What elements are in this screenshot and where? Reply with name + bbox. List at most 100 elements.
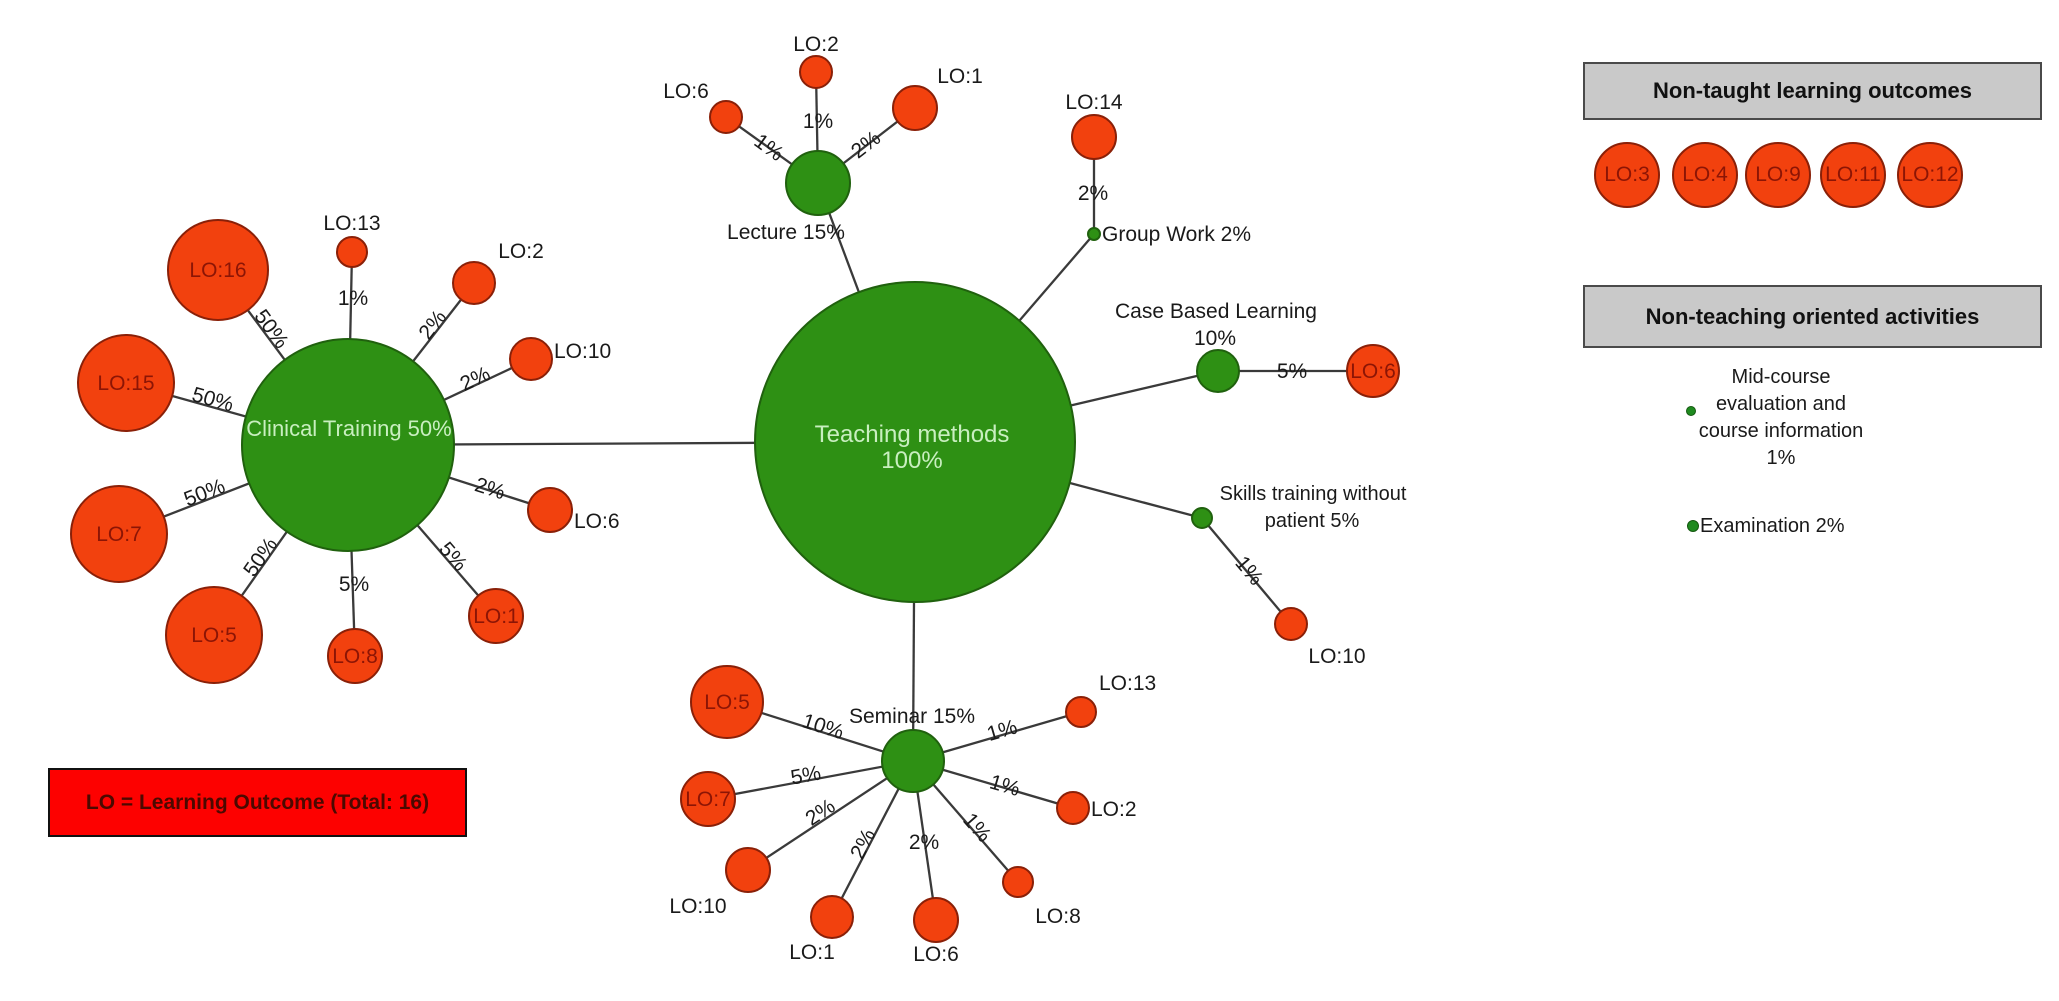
label-clinical-training-lo8: LO:8 [332,645,378,668]
pct-label-clinical-training-lo7: 50% [181,475,229,512]
label-lecture-lo6: LO:6 [663,80,709,103]
label-case-based-learning-1: 10% [1194,327,1236,350]
node-clinical-training [241,338,455,552]
label-skills-training-without-patient-1: patient 5% [1265,510,1360,532]
pct-label-clinical-training-lo6: 2% [472,473,508,504]
node-lecture [785,150,851,216]
pct-label-seminar-lo7: 5% [789,762,823,790]
node-seminar-lo7 [680,771,736,827]
label-seminar-lo10: LO:10 [669,895,726,918]
mid-course-bullet-dot-icon [1686,406,1696,416]
non-taught-outcome-lo9: LO:9 [1745,142,1811,208]
pct-label-clinical-training-lo2: 2% [414,306,451,344]
label-clinical-training-lo7: LO:7 [96,523,142,546]
label-lecture-lo1: LO:1 [937,65,983,88]
label-teaching-methods-0: Teaching methods [815,421,1010,448]
label-clinical-training-lo16: LO:16 [189,259,246,282]
mid-course-line-1: Mid-course [1731,366,1831,388]
pct-label-clinical-training-lo5: 50% [239,533,282,581]
label-clinical-training-lo15: LO:15 [97,372,154,395]
label-group-work-lo14: LO:14 [1065,91,1123,114]
pct-label-clinical-training-lo1: 5% [434,538,471,576]
examination-bullet-dot-icon [1687,520,1699,532]
edge-seminar-lo7 [707,759,914,801]
legend-box: LO = Learning Outcome (Total: 16) [48,768,467,837]
node-group-work-lo14 [1071,114,1117,160]
node-clinical-training-lo15 [77,334,175,432]
node-clinical-training-lo7 [70,485,168,583]
mid-course-percent: 1% [1766,447,1796,469]
pct-label-seminar-lo13: 1% [984,715,1020,746]
node-seminar-lo13 [1065,696,1097,728]
node-seminar-lo8 [1002,866,1034,898]
label-clinical-training-lo6: LO:6 [574,510,620,533]
node-clinical-training-lo6 [527,487,573,533]
pct-label-seminar-lo2: 1% [987,770,1023,801]
pct-label-lecture-lo1: 2% [847,126,885,163]
node-seminar-lo5 [690,665,764,739]
label-seminar-0: Seminar 15% [849,705,975,728]
node-case-based-learning-lo6 [1346,344,1400,398]
label-seminar-lo2: LO:2 [1091,798,1137,821]
pct-label-clinical-training-lo8: 5% [339,573,369,596]
label-teaching-methods-1: 100% [881,447,942,474]
pct-label-lecture-lo6: 1% [750,130,788,166]
label-seminar-lo8: LO:8 [1035,905,1081,928]
pct-label-seminar-lo10: 2% [801,795,839,831]
node-seminar-lo10 [725,847,771,893]
node-lecture-lo2 [799,55,833,89]
label-lecture-lo2: LO:2 [793,33,839,56]
examination-label: Examination 2% [1700,514,1845,537]
label-seminar-lo13: LO:13 [1099,672,1156,695]
label-group-work-0: Group Work 2% [1102,223,1251,246]
node-clinical-training-lo8 [327,628,383,684]
pct-label-clinical-training-lo16: 50% [249,305,293,352]
non-taught-outcome-lo4: LO:4 [1672,142,1738,208]
non-teaching-activities-header: Non-teaching oriented activities [1583,285,2042,348]
node-clinical-training-lo10 [509,337,553,381]
label-skills-training-without-patient-0: Skills training without [1220,483,1407,505]
pct-label-lecture-lo2: 1% [803,110,833,133]
non-taught-outcome-lo3: LO:3 [1594,142,1660,208]
non-taught-outcomes-header: Non-taught learning outcomes [1583,62,2042,120]
label-case-based-learning-0: Case Based Learning [1115,300,1317,323]
node-lecture-lo1 [892,85,938,131]
node-case-based-learning [1196,349,1240,393]
node-lecture-lo6 [709,100,743,134]
pct-label-clinical-training-lo13: 1% [338,287,368,310]
edge-skills-training-without-patient-lo10 [1201,517,1292,625]
non-taught-outcome-lo12: LO:12 [1897,142,1963,208]
node-skills-training-without-patient [1191,507,1213,529]
node-clinical-training-lo16 [167,219,269,321]
mid-course-line-2: evaluation and [1715,393,1847,415]
pct-label-seminar-lo8: 1% [958,809,995,847]
pct-label-case-based-learning-lo6: 5% [1277,360,1307,383]
label-clinical-training-lo2: LO:2 [498,240,544,263]
label-clinical-training-lo1: LO:1 [473,605,519,628]
node-seminar-lo2 [1056,791,1090,825]
non-taught-outcome-lo11: LO:11 [1820,142,1886,208]
pct-label-seminar-lo6: 2% [909,831,939,854]
label-seminar-lo5: LO:5 [704,691,750,714]
node-clinical-training-lo5 [165,586,263,684]
node-clinical-training-lo13 [336,236,368,268]
node-seminar [881,729,945,793]
label-skills-training-without-patient-lo10: LO:10 [1308,645,1365,668]
mid-course-line-3: course information [1698,420,1864,442]
pct-label-group-work-lo14: 2% [1078,182,1108,205]
label-case-based-learning-lo6: LO:6 [1350,360,1396,383]
node-group-work [1087,227,1101,241]
mid-course-evaluation-item: Mid-course evaluation and course informa… [1661,364,1901,472]
node-clinical-training-lo1 [468,588,524,644]
pct-label-seminar-lo1: 2% [846,825,880,863]
node-clinical-training-lo2 [452,261,496,305]
node-skills-training-without-patient-lo10 [1274,607,1308,641]
node-seminar-lo6 [913,897,959,943]
examination-item: Examination 2% [1687,515,1845,537]
node-seminar-lo1 [810,895,854,939]
label-clinical-training-lo13: LO:13 [323,212,380,235]
label-clinical-training-0: Clinical Training 50% [246,416,451,441]
label-seminar-lo7: LO:7 [685,788,731,811]
label-seminar-lo6: LO:6 [913,943,959,966]
